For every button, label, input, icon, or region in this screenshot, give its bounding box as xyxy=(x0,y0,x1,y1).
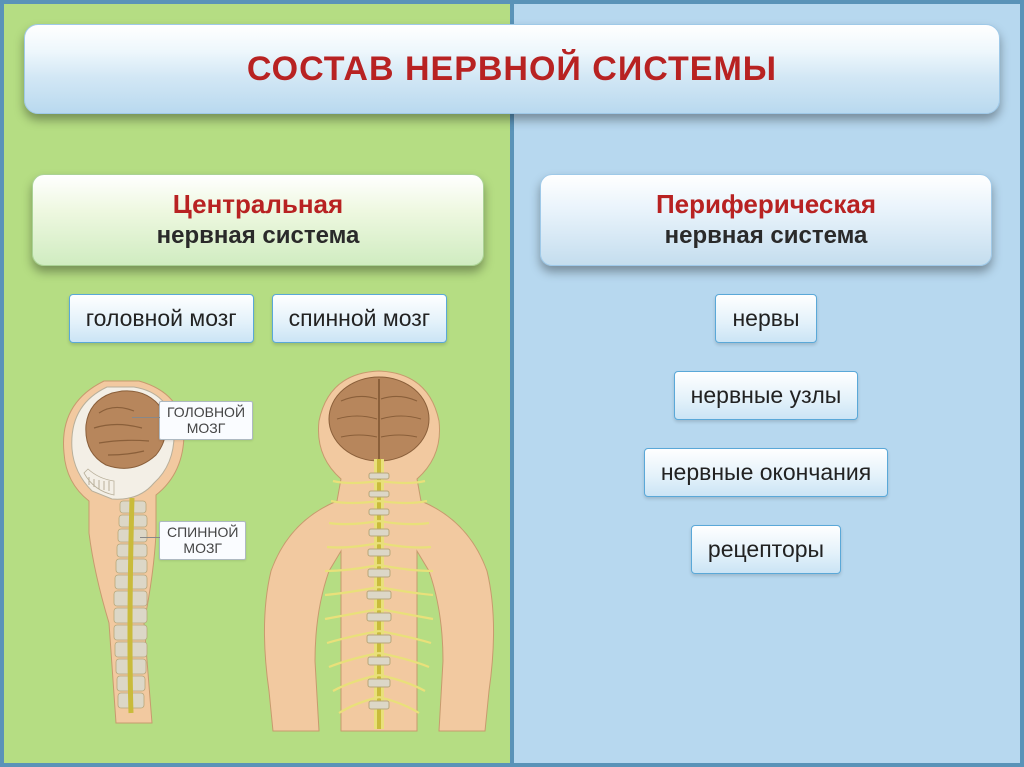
spine-callout-line xyxy=(140,537,160,538)
central-boxes-row: головной мозг спинной мозг xyxy=(24,294,492,343)
spinal-box: спинной мозг xyxy=(272,294,448,343)
central-heading: Центральная xyxy=(43,189,473,220)
peripheral-banner: Периферическая нервная система xyxy=(540,174,992,266)
main-title-banner: СОСТАВ НЕРВНОЙ СИСТЕМЫ xyxy=(24,24,1000,114)
nerve-endings-box: нервные окончания xyxy=(644,448,888,497)
spine-callout: СПИННОЙ МОЗГ xyxy=(159,521,246,560)
anatomy-illustration: ГОЛОВНОЙ МОЗГ СПИННОЙ МОЗГ xyxy=(14,373,502,743)
receptors-box: рецепторы xyxy=(691,525,841,574)
peripheral-items-col: нервы нервные узлы нервные окончания рец… xyxy=(512,294,1020,574)
spine-callout-l2: МОЗГ xyxy=(183,540,222,556)
left-panel: Центральная нервная система головной моз… xyxy=(4,4,512,763)
spine-callout-l1: СПИННОЙ xyxy=(167,524,238,540)
panels-container: Центральная нервная система головной моз… xyxy=(4,4,1020,763)
brain-callout-l1: ГОЛОВНОЙ xyxy=(167,404,245,420)
central-banner: Центральная нервная система xyxy=(32,174,484,266)
brain-box: головной мозг xyxy=(69,294,254,343)
brain-callout: ГОЛОВНОЙ МОЗГ xyxy=(159,401,253,440)
vertical-divider xyxy=(510,4,514,763)
central-subheading: нервная система xyxy=(43,220,473,251)
ganglia-box: нервные узлы xyxy=(674,371,859,420)
torso-posterior-figure xyxy=(249,361,509,741)
main-title-text: СОСТАВ НЕРВНОЙ СИСТЕМЫ xyxy=(247,50,777,89)
right-panel: Периферическая нервная система нервы нер… xyxy=(512,4,1020,763)
nerves-box: нервы xyxy=(715,294,816,343)
peripheral-subheading: нервная система xyxy=(551,220,981,251)
brain-callout-l2: МОЗГ xyxy=(187,420,226,436)
diagram-frame: Центральная нервная система головной моз… xyxy=(0,0,1024,767)
brain-callout-line xyxy=(132,417,160,418)
peripheral-heading: Периферическая xyxy=(551,189,981,220)
